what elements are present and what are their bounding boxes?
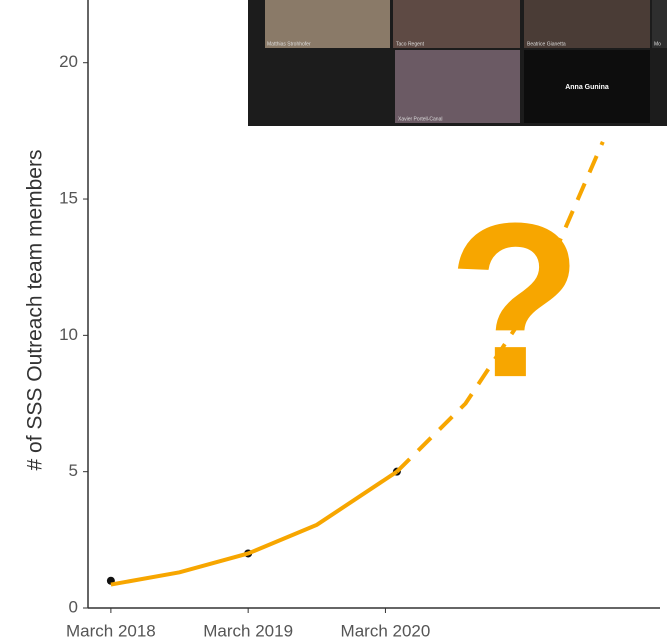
projection-line [395, 140, 605, 474]
y-tick-label: 20 [59, 52, 78, 71]
video-tile [652, 0, 667, 48]
y-tick-label: 15 [59, 189, 78, 208]
video-call-overlay: Matthias Strohhofer Taco Regent Beatrice… [248, 0, 667, 126]
participant-name: Mo [654, 41, 661, 47]
video-tile [395, 50, 520, 123]
participant-name: Matthias Strohhofer [267, 41, 311, 47]
participant-name: Anna Gunina [565, 84, 609, 91]
x-tick-label: March 2019 [203, 621, 293, 640]
y-tick-label: 10 [59, 325, 78, 344]
participant-name: Taco Regent [396, 41, 425, 47]
fit-line [110, 470, 398, 587]
x-tick-label: March 2020 [341, 621, 431, 640]
y-tick-label: 0 [69, 597, 78, 616]
y-axis-label: # of SSS Outreach team members [24, 150, 47, 471]
participant-name: Xavier Portell-Canal [398, 116, 442, 122]
video-tile [393, 0, 520, 48]
question-annotation: ? [448, 177, 582, 423]
y-tick-label: 5 [69, 461, 78, 480]
participant-name: Beatrice Gianetta [527, 41, 566, 47]
x-tick-label: March 2018 [66, 621, 156, 640]
video-tile [524, 0, 650, 48]
video-tile [524, 50, 650, 123]
video-tile [265, 0, 390, 48]
